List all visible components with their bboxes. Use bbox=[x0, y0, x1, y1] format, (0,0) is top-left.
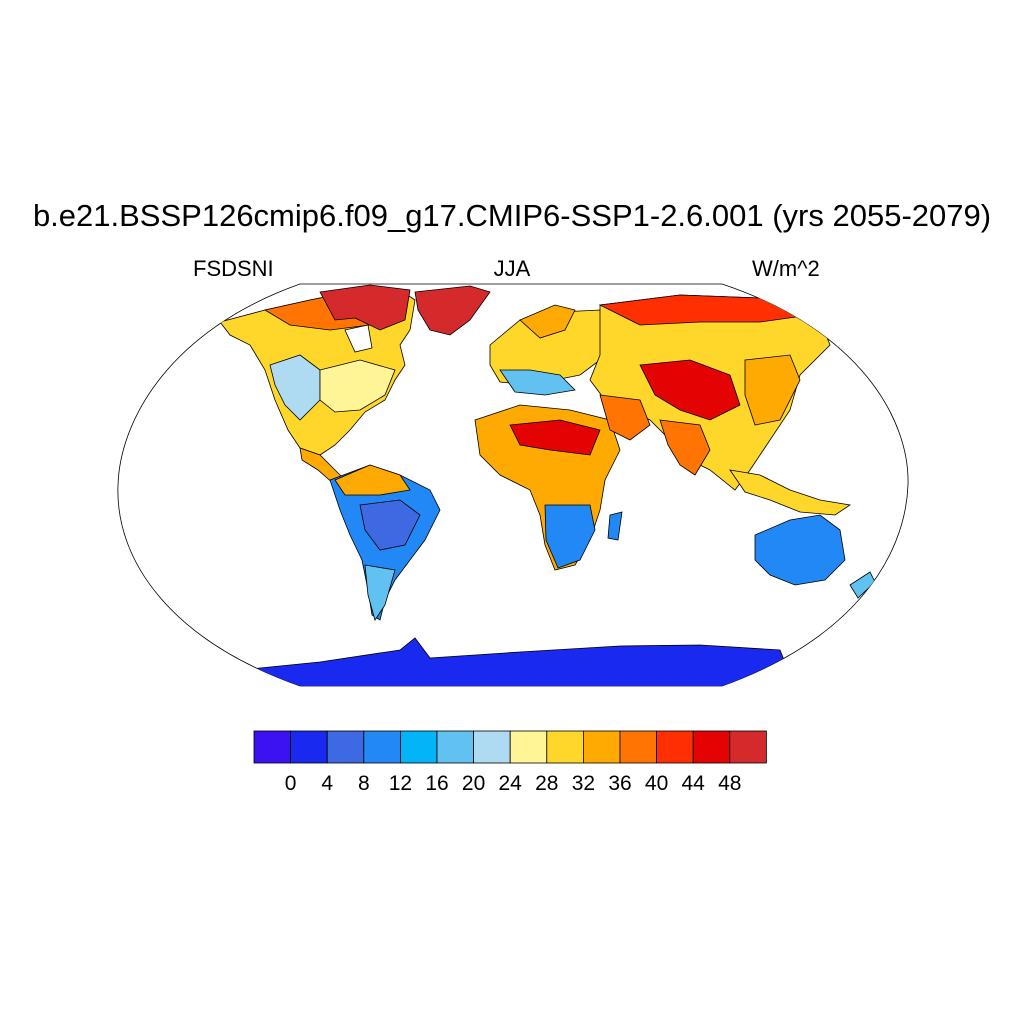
colorbar-tick-label: 16 bbox=[425, 772, 449, 795]
units-label: W/m^2 bbox=[752, 256, 820, 281]
colorbar-swatch bbox=[546, 730, 584, 764]
colorbar-swatch bbox=[253, 730, 291, 764]
colorbar-swatch bbox=[692, 730, 731, 764]
map-title: b.e21.BSSP126cmip6.f09_g17.CMIP6-SSP1-2.… bbox=[32, 198, 992, 233]
sa-south bbox=[364, 564, 396, 621]
colorbar-swatch bbox=[656, 730, 694, 764]
sa-north bbox=[334, 464, 411, 496]
colorbar-swatch bbox=[729, 730, 767, 764]
colorbar-tick-label: 40 bbox=[644, 772, 669, 795]
india bbox=[659, 419, 711, 476]
siberia-north bbox=[598, 294, 811, 326]
colorbar-tick-label: 24 bbox=[498, 772, 522, 795]
east-asia bbox=[744, 354, 801, 426]
season-label: JJA bbox=[493, 256, 531, 281]
southeast-asia bbox=[729, 469, 852, 516]
hudson-bay bbox=[344, 324, 373, 353]
scandinavia bbox=[519, 304, 576, 339]
colorbar-tick-label: 4 bbox=[321, 772, 334, 795]
colorbar-tick-label: 12 bbox=[388, 772, 413, 795]
colorbar-tick-label: 28 bbox=[535, 772, 559, 795]
sahara-core bbox=[509, 419, 601, 456]
variable-label: FSDSNI bbox=[193, 256, 274, 281]
africa-south bbox=[544, 504, 596, 569]
colorbar-tick-label: 44 bbox=[681, 772, 705, 795]
colorbar-tick-label: 20 bbox=[461, 772, 486, 795]
arabia bbox=[599, 394, 651, 441]
europe-south bbox=[499, 369, 576, 396]
colorbar-swatch bbox=[290, 730, 328, 764]
colorbar-swatch bbox=[619, 730, 657, 764]
colorbar-tick-label: 0 bbox=[284, 772, 297, 795]
colorbar-swatch bbox=[473, 730, 511, 764]
colorbar-tick-label: 32 bbox=[571, 772, 596, 795]
australia bbox=[754, 514, 846, 586]
antarctica bbox=[219, 637, 801, 686]
central-asia bbox=[639, 359, 741, 421]
sa-center bbox=[359, 499, 421, 551]
colorbar-swatch bbox=[363, 730, 401, 764]
colorbar-tick-label: 48 bbox=[718, 772, 742, 795]
colorbar-tick-label: 8 bbox=[357, 772, 370, 795]
na-east bbox=[319, 359, 396, 413]
colorbar-swatch bbox=[326, 730, 365, 764]
colorbar-swatch bbox=[583, 730, 621, 764]
colorbar-swatch bbox=[436, 730, 474, 764]
greenland bbox=[414, 285, 491, 336]
colorbar-swatch bbox=[399, 730, 438, 764]
colorbar-swatch bbox=[509, 730, 548, 764]
na-west bbox=[269, 354, 321, 421]
canadian-archipelago bbox=[319, 284, 411, 331]
colorbar-tick-label: 36 bbox=[608, 772, 632, 795]
madagascar bbox=[607, 511, 623, 541]
